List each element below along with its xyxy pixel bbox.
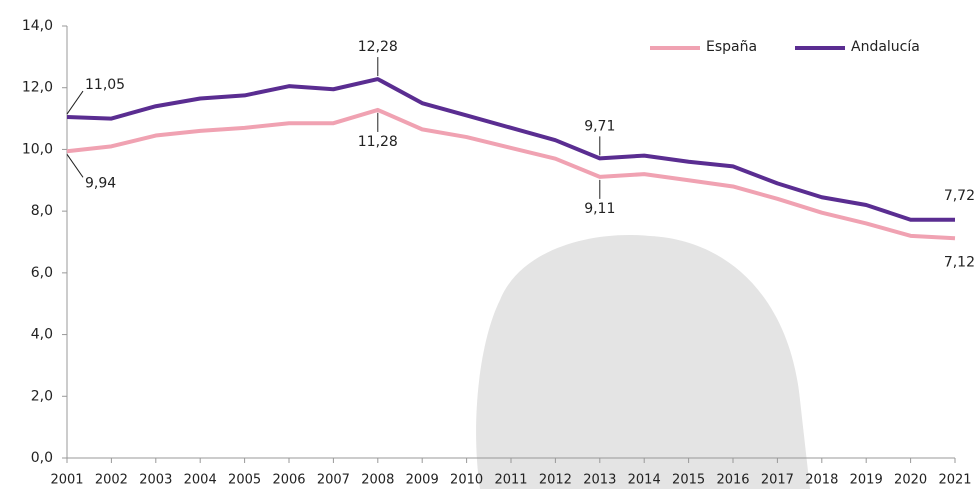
- x-tick-label: 2002: [95, 473, 128, 488]
- label-leader: [66, 90, 84, 115]
- data-label: 11,28: [358, 134, 398, 150]
- y-tick-label: 12,0: [22, 80, 53, 96]
- label-leader: [66, 153, 84, 178]
- data-label: 7,12: [944, 254, 975, 270]
- data-label: 11,05: [85, 77, 125, 93]
- x-tick-label: 2003: [139, 473, 172, 488]
- y-tick-label: 2,0: [31, 388, 53, 404]
- x-tick-label: 2006: [272, 473, 305, 488]
- x-tick-label: 2021: [938, 473, 971, 488]
- x-tick-label: 2014: [628, 473, 661, 488]
- data-label: 7,72: [944, 188, 975, 204]
- legend-label: Andalucía: [851, 39, 920, 55]
- x-tick-label: 2005: [228, 473, 261, 488]
- x-tick-label: 2015: [672, 473, 705, 488]
- x-tick-label: 2019: [850, 473, 883, 488]
- data-label: 9,71: [584, 118, 615, 134]
- x-tick-label: 2008: [361, 473, 394, 488]
- y-tick-label: 8,0: [31, 203, 53, 219]
- series-line: [66, 107, 956, 241]
- legend-label: España: [706, 39, 757, 55]
- y-tick-label: 14,0: [22, 18, 53, 34]
- y-tick-label: 0,0: [31, 450, 53, 466]
- data-label: 12,28: [358, 39, 398, 55]
- data-label: 9,94: [85, 175, 116, 191]
- y-tick-label: 10,0: [22, 141, 53, 157]
- x-tick-label: 2016: [716, 473, 749, 488]
- x-tick-label: 2012: [539, 473, 572, 488]
- series-line: [66, 77, 955, 222]
- x-tick-label: 2001: [50, 473, 83, 488]
- y-tick-label: 6,0: [31, 265, 53, 281]
- x-tick-label: 2013: [583, 473, 616, 488]
- x-tick-label: 2011: [494, 473, 527, 488]
- x-tick-label: 2018: [805, 473, 838, 488]
- x-tick-label: 2020: [894, 473, 927, 488]
- x-tick-label: 2009: [406, 473, 439, 488]
- x-tick-label: 2017: [761, 473, 794, 488]
- x-tick-label: 2007: [317, 473, 350, 488]
- x-tick-label: 2004: [184, 473, 217, 488]
- background-shape: [476, 234, 810, 489]
- x-tick-label: 2010: [450, 473, 483, 488]
- data-label: 9,11: [584, 201, 615, 217]
- y-tick-label: 4,0: [31, 327, 53, 343]
